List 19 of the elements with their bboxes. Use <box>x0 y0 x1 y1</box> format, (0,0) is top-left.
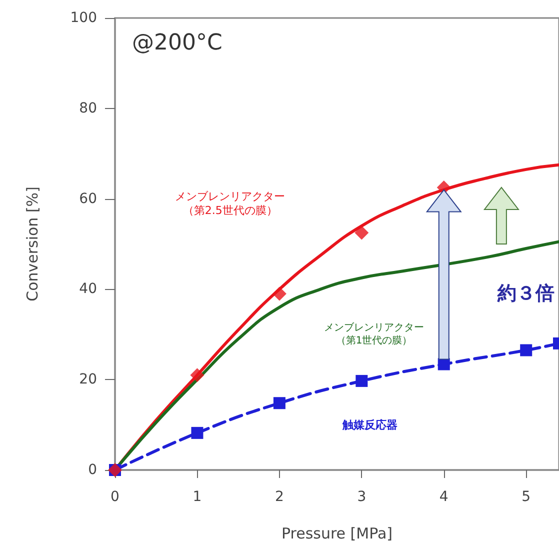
y-tick-label: 60 <box>79 190 97 207</box>
y-tick-label: 40 <box>79 281 97 298</box>
annotation: @200°C <box>132 30 222 56</box>
annotation: 触媒反応器 <box>341 418 398 432</box>
x-axis-title: Pressure [MPa] <box>281 524 393 542</box>
x-tick-label: 4 <box>439 489 448 505</box>
x-tick-label: 2 <box>274 489 284 505</box>
x-tick-label: 5 <box>522 489 531 505</box>
y-tick-label: 80 <box>79 100 97 116</box>
y-tick-label: 20 <box>79 372 97 388</box>
annotation: 約３倍 <box>496 282 555 305</box>
y-tick-label: 100 <box>70 10 97 26</box>
annotation: メンブレンリアクター（第1世代の膜） <box>324 321 424 346</box>
x-tick-label: 0 <box>110 489 120 505</box>
y-tick-label: 0 <box>88 462 97 478</box>
annotation: メンブレンリアクター（第2.5世代の膜） <box>175 190 286 217</box>
x-tick-label: 1 <box>192 489 202 505</box>
x-tick-label: 3 <box>357 489 366 505</box>
y-axis-title: Conversion [%] <box>24 186 42 302</box>
